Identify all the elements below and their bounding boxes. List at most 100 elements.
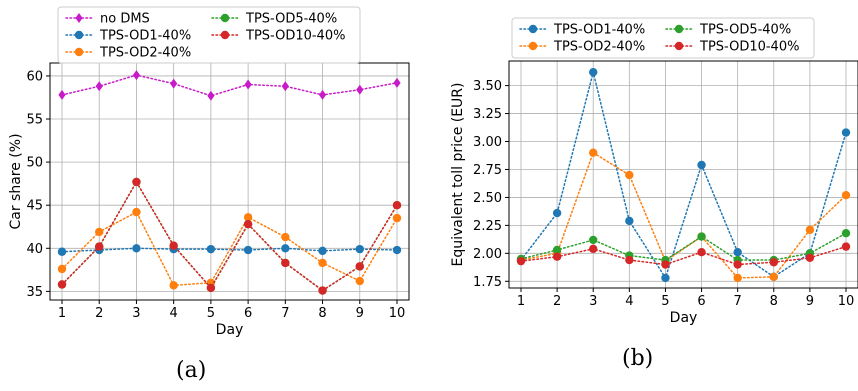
data-point (733, 248, 742, 257)
data-point (393, 77, 401, 88)
x-tick-label: 5 (661, 294, 669, 309)
data-point (625, 216, 634, 226)
x-tick-label: 10 (389, 306, 406, 321)
legend-label: no DMS (100, 12, 150, 27)
data-point (132, 177, 141, 187)
series-TPS-OD10-40% (57, 177, 402, 295)
data-point (169, 281, 178, 290)
data-point (733, 260, 742, 269)
legend-marker (528, 24, 538, 34)
data-point (281, 81, 289, 92)
data-point (169, 241, 178, 250)
data-point (206, 244, 216, 254)
x-tick-label: 5 (207, 306, 215, 321)
data-point (95, 81, 103, 92)
grid (50, 63, 409, 300)
data-point (697, 248, 706, 257)
x-axis-label: Day (216, 322, 244, 338)
data-point (392, 245, 402, 255)
panel-caption-a: (a) (176, 358, 207, 383)
chart-panel-b: 1 2 3 4 5 6 7 8 9 10 1.75 2.00 2.25 2.50 2.75 3.00 3.25 3… (450, 17, 858, 326)
series-line (520, 232, 847, 261)
y-tick-label: 55 (26, 113, 43, 128)
data-point (132, 70, 141, 81)
y-axis-label: Car share (%) (8, 133, 24, 229)
x-tick-label: 2 (553, 294, 561, 309)
series-line (61, 211, 398, 287)
legend-marker (75, 13, 83, 23)
y-tick-label: 2.25 (473, 219, 502, 234)
y-tick-label: 35 (26, 285, 43, 300)
data-point (243, 213, 253, 222)
data-point (95, 227, 104, 237)
data-point (318, 246, 327, 256)
x-tick-label: 4 (625, 294, 633, 309)
y-tick-label: 2.00 (473, 247, 502, 262)
data-point (281, 258, 290, 268)
data-point (697, 232, 706, 241)
panel-caption-b: (b) (622, 346, 654, 371)
data-point (170, 78, 178, 89)
x-tick-label: 8 (770, 294, 778, 309)
series-TPS-OD10-40% (516, 242, 851, 269)
series-line (520, 245, 847, 266)
data-point (57, 280, 67, 289)
data-point (392, 213, 402, 223)
y-axis-label: Equivalent toll price (EUR) (450, 83, 466, 267)
data-point (841, 229, 851, 238)
data-point (769, 258, 778, 267)
x-axis-label: Day (670, 310, 698, 326)
data-point (244, 79, 252, 90)
x-tick-label: 9 (806, 294, 814, 309)
data-point (206, 283, 216, 293)
x-tick-label: 10 (838, 294, 855, 309)
data-point (57, 264, 67, 274)
data-point (318, 286, 327, 295)
x-tick-label: 4 (170, 306, 178, 321)
data-point (589, 244, 598, 254)
data-point (552, 208, 562, 218)
data-point (841, 242, 851, 251)
x-tick-label: 3 (589, 294, 597, 309)
data-point (318, 258, 327, 268)
data-point (318, 89, 327, 100)
data-point (625, 255, 634, 265)
data-point (516, 256, 526, 266)
series-no DMS (58, 70, 401, 101)
legend-marker (220, 13, 230, 23)
x-tick-label: 2 (95, 306, 103, 321)
data-point (733, 273, 742, 283)
grid (509, 61, 858, 288)
data-point (589, 235, 598, 245)
x-tick-label: 3 (132, 306, 140, 321)
legend-box (511, 17, 815, 59)
x-tick-label: 6 (697, 294, 705, 309)
data-point (805, 253, 815, 263)
legend-label: TPS-OD1-40% (99, 29, 191, 44)
data-point (769, 272, 778, 282)
data-point (841, 190, 851, 200)
legend: no DMS TPS-OD1-40% TPS-OD2-40% TPS-OD5-40% T… (57, 6, 361, 64)
data-point (355, 276, 364, 286)
y-tick-label: 45 (26, 199, 43, 214)
data-point (281, 244, 290, 253)
y-tick-label: 3.25 (473, 107, 502, 122)
series-line (61, 180, 398, 292)
legend-label: TPS-OD1-40% (553, 23, 645, 38)
legend-marker (674, 41, 684, 51)
data-point (697, 160, 706, 170)
legend-label: TPS-OD5-40% (699, 23, 791, 38)
axes-frame (49, 62, 410, 301)
data-point (661, 273, 670, 283)
x-tick-label: 8 (318, 306, 326, 321)
data-point (589, 67, 598, 77)
x-tick-label: 7 (281, 306, 289, 321)
y-tick-label: 3.50 (473, 79, 502, 94)
series-TPS-OD2-40% (57, 207, 402, 290)
x-tick-label: 6 (244, 306, 252, 321)
series-TPS-OD1-40% (516, 67, 851, 283)
axes-frame (508, 60, 858, 289)
legend: TPS-OD1-40% TPS-OD2-40% TPS-OD5-40% TPS-OD1… (511, 17, 815, 59)
